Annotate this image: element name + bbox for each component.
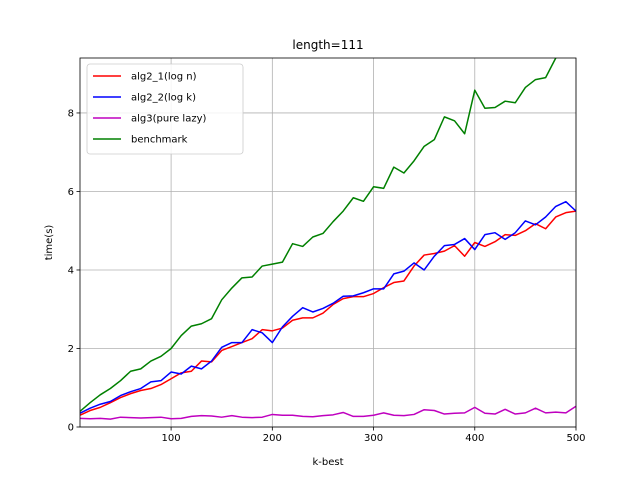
legend-label: alg2_2(log k) [131,93,196,104]
y-tick-label: 2 [68,344,74,355]
legend-label: alg3(pure lazy) [131,114,206,125]
series-lines [80,58,576,420]
series-line-alg2-1-log-n [80,210,576,416]
x-tick-label: 500 [566,433,585,444]
x-axis-ticks: 100 200 300 400 500 [162,427,586,444]
series-line-alg3-pure-lazy [80,405,576,420]
x-tick-label: 300 [364,433,383,444]
x-axis-label: k-best [312,457,343,468]
plot-frame [79,57,577,428]
series-line-benchmark [80,58,557,412]
y-tick-label: 4 [68,265,74,276]
legend-label: benchmark [131,135,188,146]
legend: alg2_1(log n) alg2_2(log k) alg3(pure lazy… [86,63,244,155]
x-tick-label: 400 [465,433,484,444]
chart-title: length=111 [292,38,363,52]
series-line-alg2-2-log-k [80,200,576,414]
y-axis-ticks: 0 2 4 6 8 [68,108,80,434]
y-tick-label: 8 [68,108,74,119]
legend-box [86,63,244,155]
x-tick-label: 200 [263,433,282,444]
x-tick-label: 100 [162,433,181,444]
y-tick-label: 6 [68,187,74,198]
legend-label: alg2_1(log n) [131,72,197,83]
y-tick-label: 0 [68,423,74,434]
y-axis-label: time(s) [44,225,55,261]
